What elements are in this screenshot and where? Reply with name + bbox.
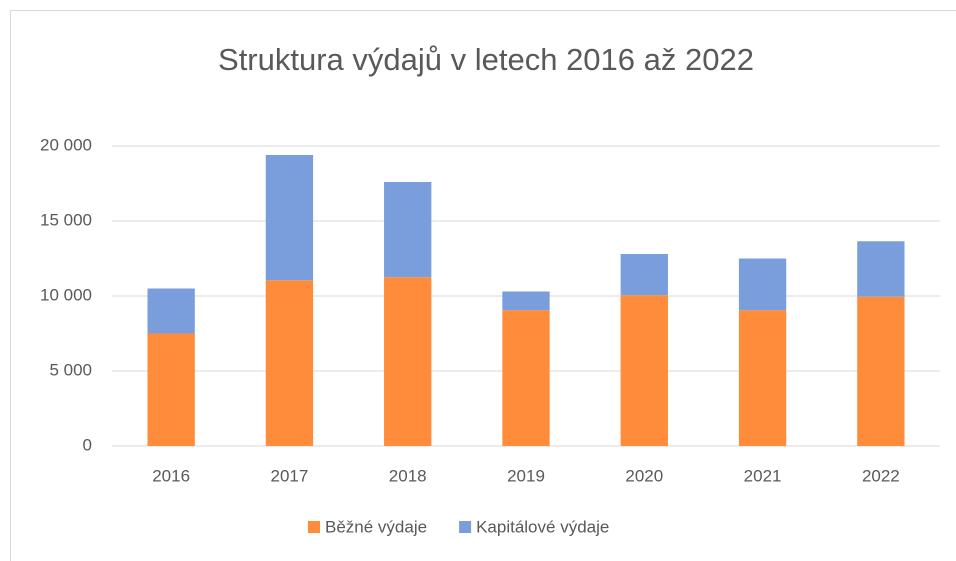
bar-segment [147,333,195,446]
x-tick-label: 2017 [271,466,309,485]
y-tick-label: 5 000 [49,360,92,379]
bar-segment [502,310,550,446]
y-tick-label: 0 [83,435,92,454]
chart-border [10,10,956,561]
bar-segment [265,155,314,281]
bar-segment [147,288,195,334]
legend-swatch [459,521,472,533]
bar-segment [738,310,787,446]
legend-label: Běžné výdaje [325,517,427,536]
bar-segment [620,295,668,446]
bar-segment [857,241,905,297]
x-tick-label: 2018 [389,466,427,485]
x-tick-label: 2016 [152,466,190,485]
x-tick-label: 2021 [744,466,782,485]
bar-segment [384,182,432,278]
legend-label: Kapitálové výdaje [476,517,609,536]
x-tick-label: 2019 [507,466,545,485]
bar-segment [502,291,550,311]
bar-segment [857,296,905,446]
x-tick-label: 2022 [862,466,900,485]
bar-segment [265,280,314,446]
bar-segment [738,258,787,311]
legend-swatch [308,521,320,533]
chart-title: Struktura výdajů v letech 2016 až 2022 [218,42,754,77]
bar-segment [384,277,432,446]
y-tick-label: 15 000 [40,210,92,229]
bar-segment [620,254,668,296]
x-tick-label: 2020 [625,466,663,485]
y-tick-label: 20 000 [40,135,92,154]
y-tick-label: 10 000 [40,285,92,304]
